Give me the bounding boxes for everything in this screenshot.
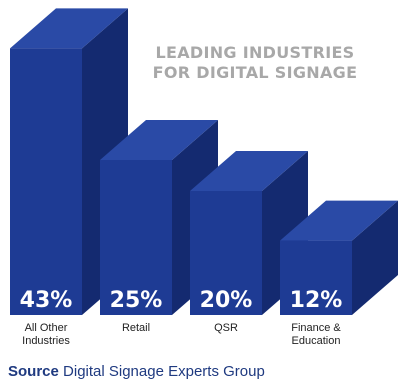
- bar-front: [10, 48, 82, 316]
- bar: [280, 200, 398, 315]
- x-tick-label: QSR: [214, 322, 238, 334]
- bar-front: [100, 160, 172, 315]
- bar-front: [190, 191, 262, 315]
- value-label: 20%: [200, 288, 253, 313]
- bar-top: [280, 200, 398, 241]
- bar-side: [352, 200, 398, 315]
- bar-top: [100, 120, 218, 160]
- source-label: Source: [8, 363, 59, 380]
- chart-title: FOR DIGITAL SIGNAGE: [153, 63, 358, 82]
- x-tick-label: Finance & Education: [291, 322, 341, 347]
- source-text: Digital Signage Experts Group: [63, 363, 265, 380]
- bar-front: [280, 240, 352, 315]
- chart-title: LEADING INDUSTRIES: [155, 43, 354, 62]
- value-label: 25%: [110, 288, 163, 313]
- bar-top: [190, 151, 308, 191]
- bar: [10, 8, 128, 316]
- bar: [190, 151, 308, 315]
- source: Source Digital Signage Experts Group: [8, 363, 265, 380]
- value-label: 43%: [20, 288, 73, 313]
- x-tick-label: Retail: [121, 322, 151, 334]
- x-tick-label: All Other Industries: [22, 322, 70, 347]
- bar-top: [10, 8, 128, 49]
- value-label: 12%: [290, 288, 343, 313]
